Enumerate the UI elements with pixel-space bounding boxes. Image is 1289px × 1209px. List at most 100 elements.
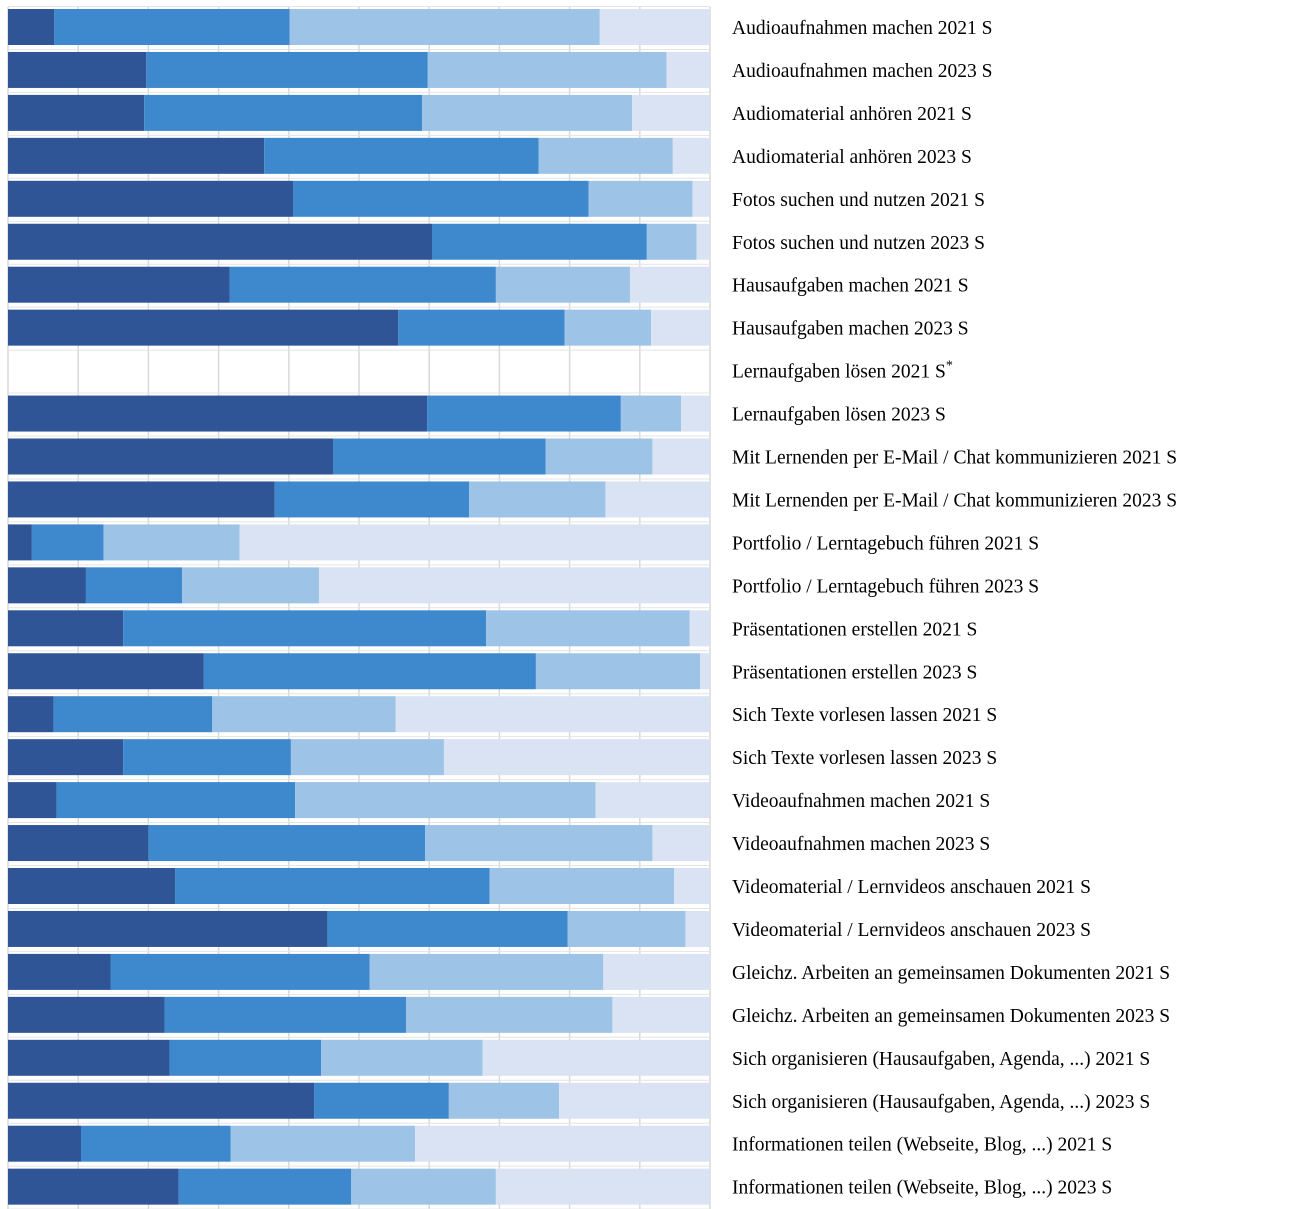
bar-segment <box>8 782 57 819</box>
bar-segment <box>535 653 701 690</box>
category-label: Sich organisieren (Hausaufgaben, Agenda,… <box>732 1092 1150 1113</box>
bar-segment <box>178 1168 352 1205</box>
bar-segment <box>588 180 693 217</box>
category-label: Informationen teilen (Webseite, Blog, ..… <box>732 1178 1112 1199</box>
bar-segment <box>495 1168 710 1205</box>
bar-segment <box>620 395 682 432</box>
bar-segment <box>700 653 710 690</box>
bar-segment <box>674 868 710 904</box>
bar-segment <box>8 953 111 990</box>
bar-segment <box>8 910 328 947</box>
bar-segment <box>314 1082 449 1119</box>
bar-segment <box>274 481 470 518</box>
bar-segment <box>81 1125 231 1162</box>
bar-segment <box>489 868 675 904</box>
bar-segment <box>8 739 124 776</box>
category-label: Portfolio / Lerntagebuch führen 2023 S <box>732 576 1039 597</box>
bar-segment <box>567 910 686 947</box>
category-label: Audioaufnahmen machen 2021 S <box>732 18 992 39</box>
bar-segment <box>31 524 104 561</box>
bar-segment <box>605 481 710 518</box>
bar-segment <box>629 266 710 303</box>
category-label: Präsentationen erstellen 2023 S <box>732 662 977 683</box>
category-label: Hausaufgaben machen 2023 S <box>732 319 969 340</box>
bar-segment <box>53 696 213 733</box>
category-label: Hausaufgaben machen 2021 S <box>732 276 969 297</box>
bar-segment <box>564 309 652 346</box>
bar-segment <box>146 51 428 88</box>
bar-segment <box>8 309 399 346</box>
bar-segment <box>469 481 606 518</box>
category-label: Informationen teilen (Webseite, Blog, ..… <box>732 1135 1112 1156</box>
bar-segment <box>169 1039 322 1076</box>
bar-segment <box>8 1082 315 1119</box>
bar-segment <box>239 524 710 561</box>
bar-segment <box>8 180 294 217</box>
bar-segment <box>8 266 230 303</box>
bar-segment <box>482 1039 710 1076</box>
bar-segment <box>230 1125 416 1162</box>
bar-segment <box>8 223 433 260</box>
bar-segment <box>289 9 600 45</box>
bar-segment <box>8 1039 170 1076</box>
category-label: Sich organisieren (Hausaufgaben, Agenda,… <box>732 1049 1150 1070</box>
bar-segment <box>8 567 86 604</box>
category-label: Sich Texte vorlesen lassen 2023 S <box>732 748 997 769</box>
footnote-mark: * <box>946 359 953 374</box>
category-label: Audioaufnahmen machen 2023 S <box>732 61 992 82</box>
bar-segment <box>351 1168 496 1205</box>
bar-segment <box>8 996 165 1033</box>
bar-segment <box>486 610 690 647</box>
bar-segment <box>599 9 710 45</box>
bar-segment <box>595 782 710 819</box>
bar-segment <box>8 438 334 475</box>
bar-segment <box>295 782 596 819</box>
bar-segment <box>652 438 710 475</box>
bar-segment <box>666 51 710 88</box>
bar-segment <box>8 524 32 561</box>
bar-segment <box>110 953 370 990</box>
bar-segment <box>56 782 296 819</box>
category-label: Portfolio / Lerntagebuch führen 2021 S <box>732 533 1039 554</box>
bar-segment <box>123 610 487 647</box>
bar-segment <box>8 94 145 131</box>
bar-segment <box>646 223 697 260</box>
bar-segment <box>685 910 710 947</box>
category-label: Gleichz. Arbeiten an gemeinsamen Dokumen… <box>732 1006 1170 1027</box>
bar-segment <box>432 223 647 260</box>
bar-segment <box>8 610 124 647</box>
category-label: Fotos suchen und nutzen 2021 S <box>732 190 985 211</box>
bar-segment <box>427 395 621 432</box>
bar-segment <box>144 94 423 131</box>
bar-segment <box>8 481 275 518</box>
bar-segment <box>395 696 710 733</box>
bar-segment <box>406 996 613 1033</box>
bar-segment <box>652 825 710 862</box>
category-label: Sich Texte vorlesen lassen 2021 S <box>732 705 997 726</box>
category-label: Fotos suchen und nutzen 2023 S <box>732 233 985 254</box>
bar-segment <box>8 137 265 174</box>
bar-segment <box>495 266 630 303</box>
bar-segment <box>8 696 54 733</box>
bar-segment <box>612 996 710 1033</box>
category-label: Mit Lernenden per E-Mail / Chat kommuniz… <box>732 490 1177 511</box>
bar-segment <box>321 1039 483 1076</box>
bar-segment <box>689 610 710 647</box>
bar-segment <box>672 137 710 174</box>
bar-segment <box>229 266 496 303</box>
bar-segment <box>123 739 291 776</box>
bar-segment <box>203 653 536 690</box>
bar-segment <box>54 9 290 45</box>
bar-segment <box>696 223 710 260</box>
bar-segment <box>164 996 407 1033</box>
bar-segment <box>422 94 633 131</box>
bar-segment <box>175 868 490 904</box>
bar-segment <box>290 739 444 776</box>
bar-segment <box>333 438 546 475</box>
category-label: Videoaufnahmen machen 2023 S <box>732 834 990 855</box>
bar-segment <box>538 137 673 174</box>
bar-segment <box>327 910 568 947</box>
bar-segment <box>8 1168 179 1205</box>
bar-segment <box>424 825 653 862</box>
category-label: Gleichz. Arbeiten an gemeinsamen Dokumen… <box>732 963 1170 984</box>
